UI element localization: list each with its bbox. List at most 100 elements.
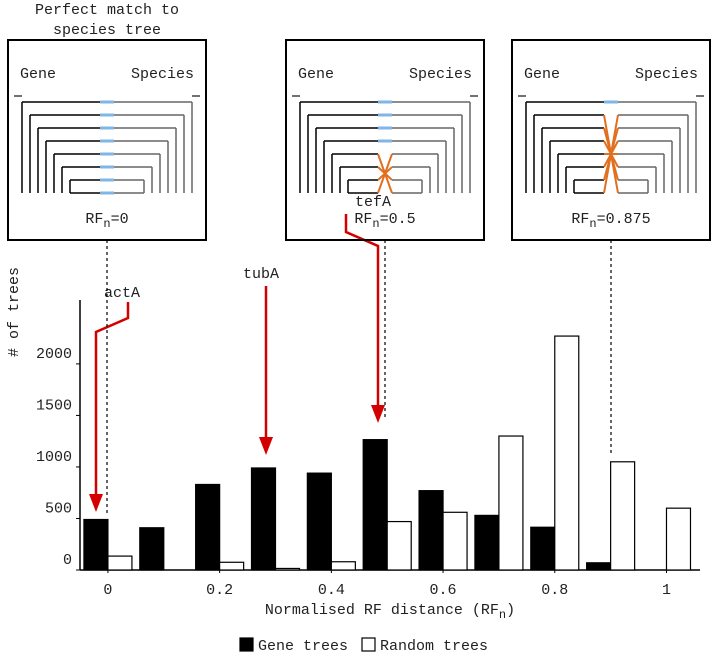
x-tick-label: 0 xyxy=(103,582,112,599)
species-branch xyxy=(114,179,145,193)
bar xyxy=(274,567,301,571)
gene-branch xyxy=(347,179,378,193)
species-branch xyxy=(114,127,177,193)
species-branch xyxy=(618,127,681,193)
bar xyxy=(250,467,277,571)
x-axis-label: Normalised RF distance (RFn) xyxy=(265,602,515,622)
gene-branch xyxy=(53,153,100,193)
rf-label-sub: n xyxy=(103,217,110,231)
gene-branch xyxy=(323,140,378,193)
rf-label-sub: n xyxy=(589,217,596,231)
bar xyxy=(386,520,412,571)
rf-label-main: RF xyxy=(571,211,589,228)
species-branch xyxy=(114,140,169,193)
bar xyxy=(474,514,500,571)
x-axis-label-end: ) xyxy=(506,602,515,619)
rf-label-end: =0 xyxy=(111,211,129,228)
bar xyxy=(107,555,133,571)
species-branch xyxy=(392,179,423,193)
species-branch xyxy=(618,140,673,193)
bar xyxy=(195,483,221,571)
tip-cross xyxy=(603,114,619,194)
bar xyxy=(665,507,692,571)
bar xyxy=(362,439,388,571)
gene-label: Gene xyxy=(298,66,334,83)
annotation: tubA xyxy=(243,266,279,283)
rf-label-main: RF xyxy=(354,211,372,228)
y-tick-label: 500 xyxy=(45,500,72,517)
species-branch xyxy=(618,114,689,193)
gene-branch xyxy=(307,114,378,193)
y-tick-label: 0 xyxy=(63,552,72,569)
gene-branch xyxy=(331,153,378,193)
gene-branch xyxy=(339,166,378,193)
species-branch xyxy=(114,166,153,193)
bar xyxy=(442,511,468,571)
x-tick-label: 1 xyxy=(662,582,671,599)
bar xyxy=(219,561,245,571)
species-label: Species xyxy=(635,66,698,83)
species-branch xyxy=(114,114,185,193)
arrows xyxy=(94,214,380,496)
gene-branch xyxy=(29,114,100,193)
bar xyxy=(554,335,580,571)
gene-branch xyxy=(315,127,378,193)
legend-swatch xyxy=(239,637,254,652)
species-branch xyxy=(392,101,471,193)
x-tick-label: 0.4 xyxy=(318,582,345,599)
species-branch xyxy=(392,114,463,193)
gene-branch xyxy=(61,166,100,193)
y-tick-label: 2000 xyxy=(36,346,72,363)
gene-branch xyxy=(549,140,604,193)
legend-swatch xyxy=(361,637,376,652)
gene-branch xyxy=(557,153,604,193)
bar xyxy=(610,461,636,571)
x-tick-label: 0.8 xyxy=(541,582,568,599)
species-branch xyxy=(392,153,439,193)
inset-title: Perfect match to xyxy=(35,2,179,19)
rf-label: RFn=0 xyxy=(85,211,128,231)
gene-branch xyxy=(69,179,100,193)
gene-branch xyxy=(573,179,604,193)
gene-branch xyxy=(565,166,604,193)
rf-label-sub: n xyxy=(372,217,379,231)
rf-label-end: =0.875 xyxy=(597,211,651,228)
species-branch xyxy=(114,153,161,193)
species-branch xyxy=(618,101,697,193)
species-branch xyxy=(392,166,431,193)
species-label: Species xyxy=(131,66,194,83)
bar xyxy=(139,527,165,571)
legend-label: Gene trees xyxy=(258,638,348,655)
gene-branch xyxy=(21,101,100,193)
rf-label: RFn=0.5 xyxy=(354,211,415,231)
rf-label-main: RF xyxy=(85,211,103,228)
species-branch xyxy=(114,101,193,193)
gene-label: Gene xyxy=(20,66,56,83)
legend-label: Random trees xyxy=(380,638,488,655)
bar xyxy=(330,561,356,571)
bar xyxy=(586,562,612,571)
species-branch xyxy=(618,179,649,193)
trees xyxy=(518,95,704,194)
gene-branch xyxy=(525,101,604,193)
gene-branch xyxy=(37,127,100,193)
bar xyxy=(530,526,556,571)
rf-label-end: =0.5 xyxy=(380,211,416,228)
bar xyxy=(83,518,109,571)
gene-branch xyxy=(45,140,100,193)
x-axis-label-main: Normalised RF distance (RF xyxy=(265,602,499,619)
annotation: tefA xyxy=(355,194,391,211)
annotation: actA xyxy=(104,285,140,302)
x-axis-label-sub: n xyxy=(499,608,506,622)
species-branch xyxy=(392,127,455,193)
tip-cross xyxy=(377,153,393,194)
trees xyxy=(292,95,478,194)
gene-label: Gene xyxy=(524,66,560,83)
x-tick-label: 0.6 xyxy=(430,582,457,599)
rf-label: RFn=0.875 xyxy=(571,211,650,231)
species-label: Species xyxy=(409,66,472,83)
y-tick-label: 1500 xyxy=(36,397,72,414)
bar xyxy=(306,472,332,571)
y-tick-label: 1000 xyxy=(36,449,72,466)
